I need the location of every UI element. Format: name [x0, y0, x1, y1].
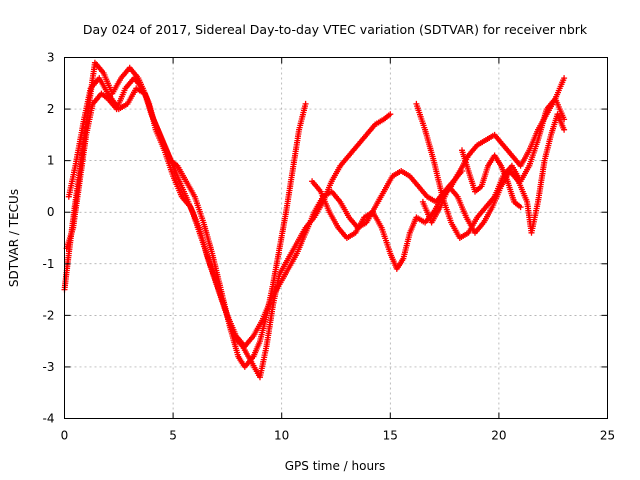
data-series-track-7: [459, 147, 524, 211]
y-tick-label: 2: [47, 102, 55, 116]
chart-title: Day 024 of 2017, Sidereal Day-to-day VTE…: [83, 22, 588, 37]
x-tick-label: 25: [600, 429, 615, 443]
y-tick-label: -3: [43, 360, 55, 374]
grid-lines: [64, 57, 608, 419]
x-tick-label: 15: [383, 429, 398, 443]
plot-frame: [64, 57, 608, 419]
series-markers: [459, 147, 524, 211]
series-markers: [65, 75, 465, 350]
y-tick-label: -4: [43, 412, 55, 426]
series-markers: [61, 59, 309, 370]
series-markers: [419, 111, 568, 236]
data-series-track-2: [63, 75, 394, 381]
y-tick-label: 1: [47, 154, 55, 168]
y-tick-label: 0: [47, 205, 55, 219]
y-tick-label: -2: [43, 308, 55, 322]
data-series-layer: [61, 59, 568, 381]
data-series-track-6: [419, 111, 568, 236]
tick-labels: 0 5 10 15 20 25 -4 -3 -2 -1 0 1 2 3: [43, 51, 616, 443]
axis-ticks: [64, 57, 608, 419]
series-markers: [63, 75, 394, 381]
y-axis-label: SDTVAR / TECUs: [7, 189, 21, 287]
x-tick-label: 10: [274, 429, 289, 443]
x-tick-label: 5: [169, 429, 177, 443]
data-series-track-1: [61, 59, 309, 370]
x-axis-label: GPS time / hours: [285, 459, 386, 473]
data-series-track-3: [65, 75, 465, 350]
y-tick-label: 3: [47, 51, 55, 65]
x-tick-label: 20: [491, 429, 506, 443]
x-tick-label: 0: [61, 429, 69, 443]
y-tick-label: -1: [43, 257, 55, 271]
